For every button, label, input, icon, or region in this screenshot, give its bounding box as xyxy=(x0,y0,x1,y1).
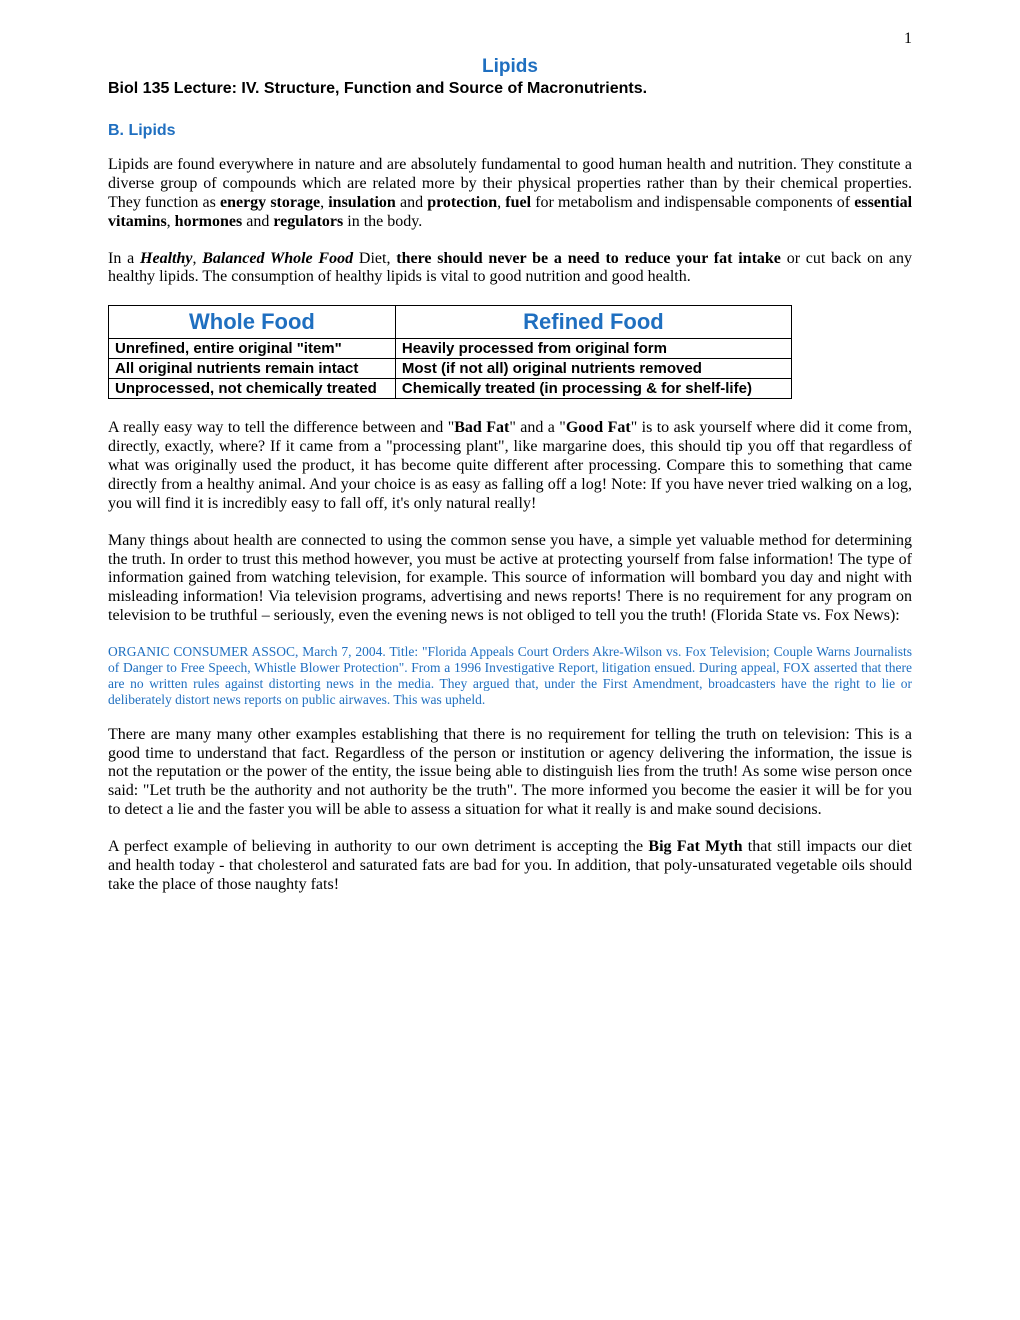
table-header-row: Whole Food Refined Food xyxy=(109,306,792,339)
p1-t5: for metabolism and indispensable compone… xyxy=(531,194,854,211)
p3-t2: " and a " xyxy=(509,419,566,436)
table-header-right: Refined Food xyxy=(395,306,791,339)
p1-b7: regulators xyxy=(273,213,343,230)
paragraph-6: A perfect example of believing in author… xyxy=(108,838,912,895)
paragraph-4: Many things about health are connected t… xyxy=(108,532,912,626)
p1-b1: energy storage xyxy=(220,194,320,211)
p1-t3: and xyxy=(396,194,427,211)
p2-bi2: Balanced Whole Food xyxy=(202,250,353,267)
comparison-table: Whole Food Refined Food Unrefined, entir… xyxy=(108,305,792,399)
p3-b1: Bad Fat xyxy=(454,419,509,436)
citation: ORGANIC CONSUMER ASSOC, March 7, 2004. T… xyxy=(108,644,912,708)
p1-b3: protection xyxy=(427,194,497,211)
section-heading: B. Lipids xyxy=(108,122,912,140)
table-cell-right: Chemically treated (in processing & for … xyxy=(395,379,791,399)
table-cell-left: All original nutrients remain intact xyxy=(109,359,396,379)
p6-b1: Big Fat Myth xyxy=(648,838,742,855)
table-row: All original nutrients remain intact Mos… xyxy=(109,359,792,379)
document-page: 1 Lipids Biol 135 Lecture: IV. Structure… xyxy=(0,0,1020,943)
table-row: Unrefined, entire original "item" Heavil… xyxy=(109,339,792,359)
table-cell-left: Unprocessed, not chemically treated xyxy=(109,379,396,399)
table-cell-right: Most (if not all) original nutrients rem… xyxy=(395,359,791,379)
p1-b4: fuel xyxy=(505,194,531,211)
table-cell-right: Heavily processed from original form xyxy=(395,339,791,359)
p1-t6: , xyxy=(167,213,175,230)
p2-bi1: Healthy xyxy=(140,250,192,267)
table-row: Unprocessed, not chemically treated Chem… xyxy=(109,379,792,399)
p2-b1: there should never be a need to reduce y… xyxy=(396,250,781,267)
page-number: 1 xyxy=(108,30,912,48)
paragraph-3: A really easy way to tell the difference… xyxy=(108,419,912,513)
p1-t7: and xyxy=(242,213,273,230)
p1-b6: hormones xyxy=(175,213,243,230)
p3-t1: A really easy way to tell the difference… xyxy=(108,419,454,436)
document-title: Lipids xyxy=(108,56,912,78)
table-header-left: Whole Food xyxy=(109,306,396,339)
paragraph-2: In a Healthy, Balanced Whole Food Diet, … xyxy=(108,250,912,288)
document-subtitle: Biol 135 Lecture: IV. Structure, Functio… xyxy=(108,80,912,98)
p2-t2: , xyxy=(192,250,202,267)
p2-t3: Diet, xyxy=(353,250,396,267)
p1-b2: insulation xyxy=(328,194,396,211)
p2-t1: In a xyxy=(108,250,140,267)
p3-b2: Good Fat xyxy=(566,419,631,436)
p1-t8: in the body. xyxy=(343,213,422,230)
p1-t2: , xyxy=(320,194,328,211)
paragraph-1: Lipids are found everywhere in nature an… xyxy=(108,156,912,232)
p6-t1: A perfect example of believing in author… xyxy=(108,838,648,855)
paragraph-5: There are many many other examples estab… xyxy=(108,726,912,820)
table-cell-left: Unrefined, entire original "item" xyxy=(109,339,396,359)
